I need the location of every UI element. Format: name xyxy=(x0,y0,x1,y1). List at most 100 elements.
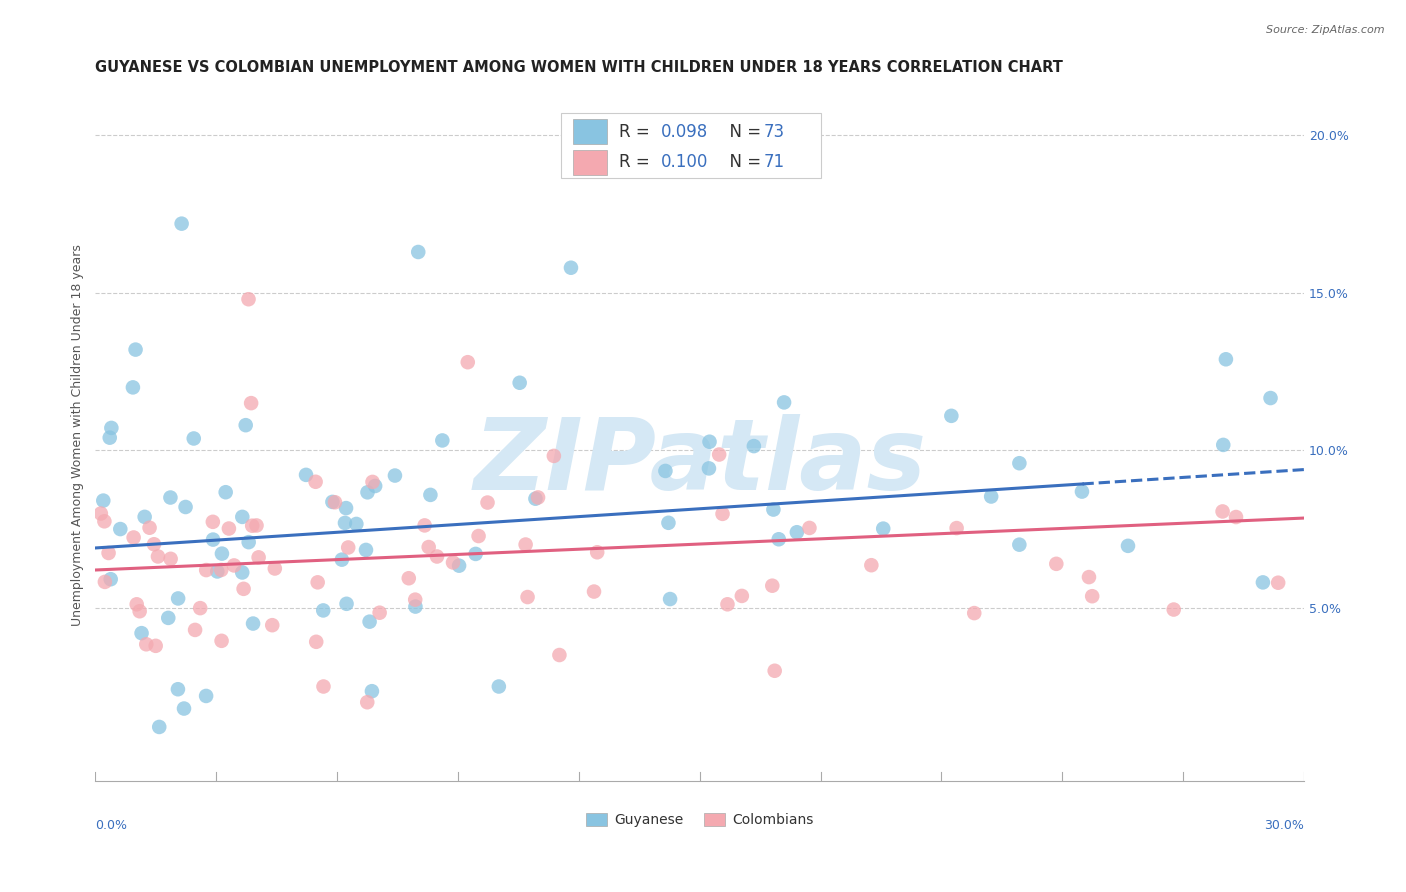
Point xyxy=(945,521,967,535)
Point xyxy=(335,597,357,611)
Point xyxy=(432,434,454,448)
Point xyxy=(145,639,167,653)
Point xyxy=(307,575,329,590)
Point xyxy=(1260,391,1282,405)
Point xyxy=(426,549,449,564)
Point xyxy=(441,556,464,570)
Point xyxy=(799,521,821,535)
Point xyxy=(295,467,318,482)
Point xyxy=(786,525,808,540)
Point xyxy=(100,572,122,586)
Point xyxy=(413,518,436,533)
Point xyxy=(548,648,571,662)
Point xyxy=(1212,504,1234,518)
Point xyxy=(1212,438,1234,452)
Point xyxy=(242,616,264,631)
Point xyxy=(761,579,783,593)
Point xyxy=(361,684,384,698)
Point xyxy=(231,509,253,524)
Point xyxy=(659,592,682,607)
Point xyxy=(263,561,285,575)
Text: 73: 73 xyxy=(763,123,785,141)
Point xyxy=(209,563,232,577)
Point xyxy=(1081,589,1104,603)
Point xyxy=(195,563,218,577)
Point xyxy=(222,558,245,573)
Point xyxy=(699,434,721,449)
Point xyxy=(356,485,378,500)
Text: 0.0%: 0.0% xyxy=(96,819,128,831)
Point xyxy=(368,606,391,620)
Point xyxy=(211,633,233,648)
Point xyxy=(93,514,115,528)
Point xyxy=(245,518,267,533)
Y-axis label: Unemployment Among Women with Children Under 18 years: Unemployment Among Women with Children U… xyxy=(72,244,84,625)
Point xyxy=(159,551,181,566)
Point xyxy=(762,502,785,516)
Text: R =: R = xyxy=(619,153,655,171)
Point xyxy=(195,689,218,703)
Point xyxy=(146,549,169,564)
Point xyxy=(527,491,550,505)
Point xyxy=(173,701,195,715)
Point xyxy=(124,343,146,357)
Point xyxy=(330,552,353,566)
Point xyxy=(97,546,120,560)
Point xyxy=(560,260,582,275)
Point xyxy=(247,550,270,565)
Point xyxy=(1045,557,1067,571)
Point xyxy=(323,495,346,509)
Point xyxy=(235,418,257,433)
Point xyxy=(312,680,335,694)
Point xyxy=(773,395,796,409)
Point xyxy=(231,566,253,580)
Point xyxy=(143,537,166,551)
Point xyxy=(184,623,207,637)
Point xyxy=(167,591,190,606)
Point xyxy=(167,682,190,697)
Point xyxy=(238,535,260,549)
Point xyxy=(335,501,357,516)
Point xyxy=(404,599,426,614)
Point xyxy=(170,217,193,231)
Text: 71: 71 xyxy=(763,153,785,171)
Point xyxy=(418,540,440,554)
Point xyxy=(457,355,479,369)
Point xyxy=(90,507,112,521)
Point xyxy=(110,522,132,536)
Text: ZIPatlas: ZIPatlas xyxy=(474,414,927,511)
Point xyxy=(404,592,426,607)
Point xyxy=(398,571,420,585)
Point xyxy=(768,533,790,547)
Point xyxy=(697,461,720,475)
Point xyxy=(122,531,145,545)
Point xyxy=(1251,575,1274,590)
Point xyxy=(201,515,224,529)
Point xyxy=(262,618,284,632)
Point xyxy=(174,500,197,514)
Point xyxy=(157,611,180,625)
Point xyxy=(1215,352,1237,367)
Point xyxy=(337,541,360,555)
Point xyxy=(240,396,263,410)
Point xyxy=(91,493,114,508)
Point xyxy=(657,516,679,530)
Text: N =: N = xyxy=(718,123,766,141)
Point xyxy=(148,720,170,734)
Point xyxy=(707,448,730,462)
Point xyxy=(384,468,406,483)
Point xyxy=(215,485,238,500)
Point xyxy=(582,584,605,599)
Point xyxy=(1225,510,1247,524)
Point xyxy=(477,495,499,509)
Text: R =: R = xyxy=(619,123,655,141)
FancyBboxPatch shape xyxy=(572,120,606,145)
Point xyxy=(238,292,260,306)
Point xyxy=(240,518,263,533)
Point xyxy=(509,376,531,390)
Text: GUYANESE VS COLOMBIAN UNEMPLOYMENT AMONG WOMEN WITH CHILDREN UNDER 18 YEARS CORR: GUYANESE VS COLOMBIAN UNEMPLOYMENT AMONG… xyxy=(96,60,1063,75)
Point xyxy=(138,521,160,535)
Point xyxy=(128,604,150,618)
Legend: Guyanese, Colombians: Guyanese, Colombians xyxy=(581,808,818,833)
Point xyxy=(872,522,894,536)
